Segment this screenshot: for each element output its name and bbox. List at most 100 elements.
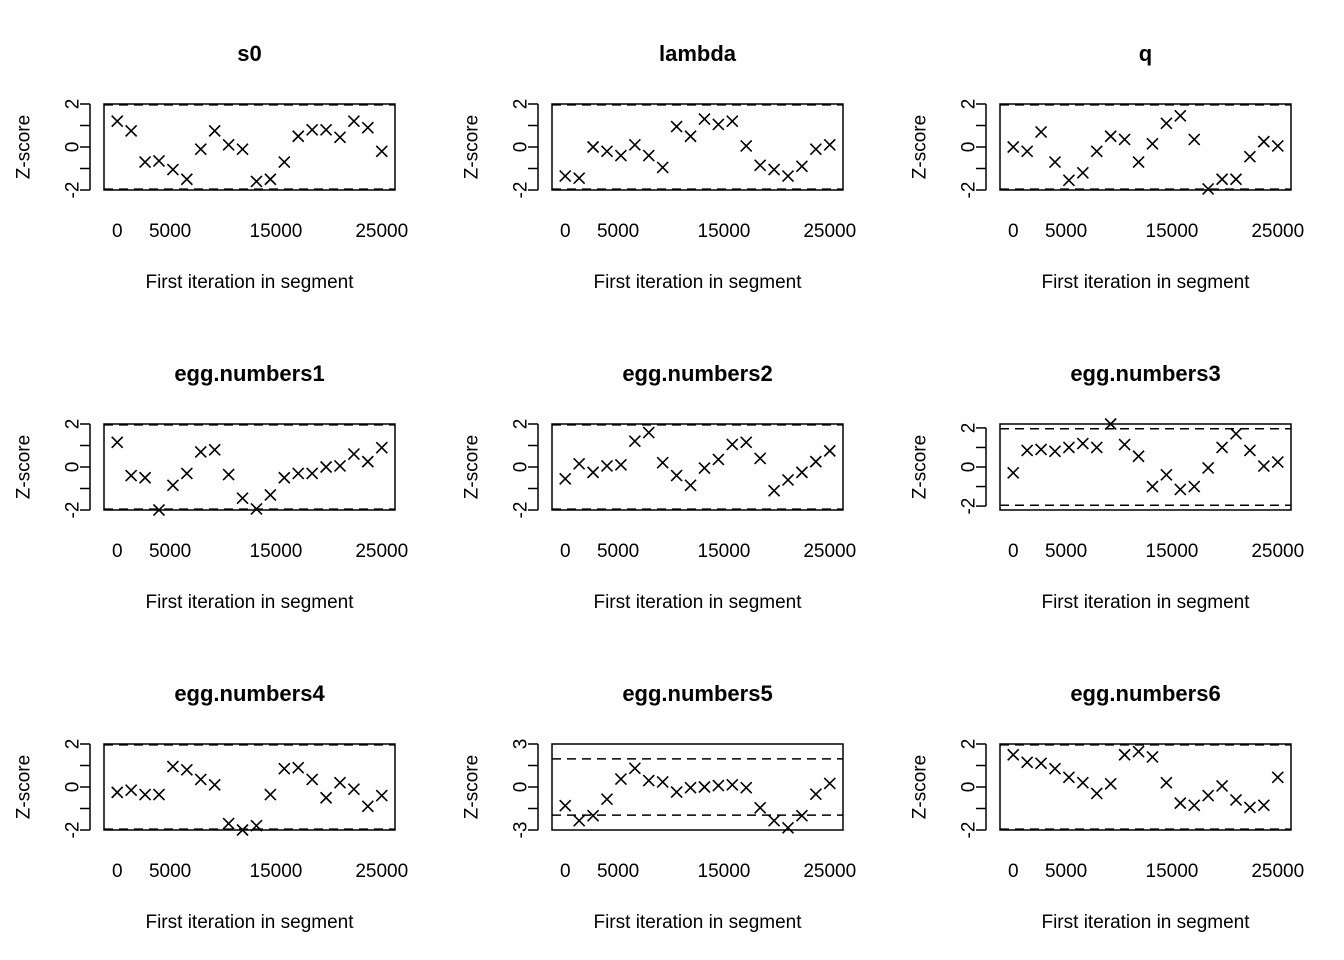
- data-point: [684, 781, 697, 794]
- data-point: [320, 791, 333, 804]
- data-point: [1090, 787, 1103, 800]
- x-tick-label: 0: [112, 541, 123, 562]
- data-point: [1021, 756, 1034, 769]
- data-point: [250, 502, 263, 515]
- data-point: [1174, 797, 1187, 810]
- y-tick-label: -2: [63, 182, 84, 199]
- data-point: [1062, 441, 1075, 454]
- data-point: [375, 145, 388, 158]
- x-axis-label: First iteration in segment: [593, 592, 802, 613]
- x-tick-label: 15000: [698, 541, 751, 562]
- data-point: [1257, 459, 1270, 473]
- data-point: [1243, 801, 1256, 814]
- panel-s0: s0 -2 0 2 0 5000 15000 25000 First iteration in …: [14, 41, 409, 293]
- y-axis-label: Z-score: [910, 115, 931, 179]
- y-tick-label: 2: [511, 99, 532, 110]
- data-point: [139, 788, 152, 801]
- data-point: [587, 466, 600, 479]
- x-tick-label: 0: [560, 541, 571, 562]
- x-axis-label: First iteration in segment: [145, 272, 354, 293]
- data-point: [375, 441, 388, 454]
- x-axis-label: First iteration in segment: [593, 912, 802, 933]
- data-point: [1257, 799, 1270, 812]
- data-point: [152, 503, 166, 517]
- data-point: [236, 823, 249, 837]
- x-tick-label: 25000: [803, 861, 856, 882]
- data-point: [152, 788, 166, 801]
- y-axis-label: Z-score: [14, 435, 35, 499]
- y-tick-label: -2: [959, 822, 980, 839]
- data-point: [795, 466, 808, 479]
- data-point: [1021, 145, 1034, 158]
- y-tick-label: 3: [511, 739, 532, 750]
- data-point: [1048, 155, 1062, 169]
- data-point: [180, 763, 193, 776]
- x-tick-label: 25000: [355, 861, 408, 882]
- x-tick-label: 25000: [355, 541, 408, 562]
- data-point: [1257, 135, 1270, 148]
- data-point: [292, 130, 305, 143]
- panel-egg-numbers1: egg.numbers1 -2 0 2 0 5000 15000 25000 First ite…: [14, 361, 409, 613]
- x-tick-label: 25000: [1251, 541, 1304, 562]
- data-point: [306, 467, 319, 480]
- y-tick-label: 2: [511, 419, 532, 430]
- y-tick-label: 0: [63, 462, 84, 473]
- data-point: [222, 817, 235, 830]
- data-point: [1090, 441, 1103, 454]
- data-point: [614, 149, 627, 162]
- data-point: [698, 112, 711, 126]
- data-point: [642, 149, 655, 162]
- y-tick-label: -3: [511, 822, 532, 839]
- plot-frame: [551, 103, 844, 191]
- data-point: [166, 760, 179, 773]
- x-tick-label: 0: [560, 861, 571, 882]
- y-tick-label: 2: [959, 99, 980, 110]
- data-point: [292, 761, 305, 774]
- x-axis-label: First iteration in segment: [145, 592, 354, 613]
- panel-egg-numbers5: egg.numbers5 -3 0 3 0 5000 15000 25000 First ite…: [462, 681, 857, 933]
- data-point: [670, 785, 683, 799]
- data-point: [1271, 771, 1284, 784]
- data-point: [250, 819, 263, 832]
- plot-frame: [999, 743, 1292, 831]
- panel-title: q: [1139, 41, 1152, 66]
- y-tick-label: -2: [63, 502, 84, 519]
- data-point: [306, 123, 319, 136]
- data-point: [180, 173, 193, 186]
- panel-lambda: lambda -2 0 2 0 5000 15000 25000 First iteration…: [462, 41, 857, 293]
- data-point: [306, 773, 319, 786]
- data-point: [361, 455, 374, 468]
- data-point: [614, 773, 627, 786]
- data-point: [1229, 793, 1243, 806]
- y-tick-label: 0: [63, 782, 84, 793]
- data-point: [208, 778, 221, 791]
- data-point: [726, 778, 739, 791]
- data-point: [1188, 799, 1201, 812]
- data-point: [278, 471, 291, 484]
- x-tick-label: 15000: [250, 541, 303, 562]
- data-point: [642, 426, 655, 439]
- panel-q: q -2 0 2 0 5000 15000 25000 First iteration in s…: [910, 41, 1305, 293]
- x-tick-label: 15000: [250, 221, 303, 242]
- x-tick-label: 15000: [698, 861, 751, 882]
- x-tick-label: 5000: [1045, 861, 1087, 882]
- data-point: [347, 448, 360, 461]
- y-tick-label: 2: [63, 99, 84, 110]
- data-point: [740, 781, 753, 794]
- data-point: [264, 173, 277, 186]
- y-tick-label: -2: [959, 182, 980, 199]
- y-tick-label: 0: [959, 142, 980, 153]
- plot-frame: [103, 103, 396, 191]
- data-point: [1118, 748, 1131, 761]
- data-point: [781, 473, 795, 486]
- data-point: [587, 809, 600, 822]
- data-point: [278, 155, 291, 169]
- data-point: [333, 776, 347, 789]
- data-point: [754, 452, 767, 465]
- x-tick-label: 15000: [1146, 861, 1199, 882]
- x-tick-label: 25000: [355, 221, 408, 242]
- data-point: [139, 155, 152, 169]
- y-tick-label: -2: [511, 182, 532, 199]
- panel-egg-numbers2: egg.numbers2 -2 0 2 0 5000 15000 25000 First ite…: [462, 361, 857, 613]
